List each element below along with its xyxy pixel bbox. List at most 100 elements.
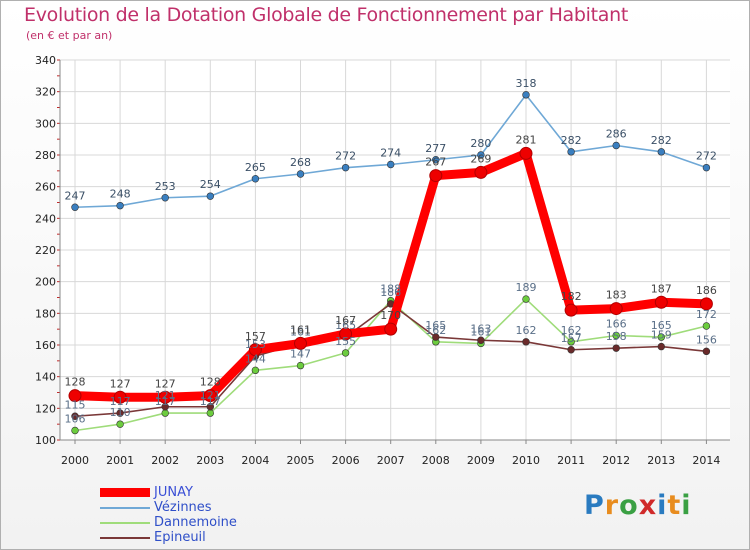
x-tick-label: 2009 xyxy=(467,454,495,467)
chart-subtitle: (en € et par an) xyxy=(26,29,113,42)
data-point-v-zinnes xyxy=(71,203,79,211)
y-tick-label: 220 xyxy=(35,244,56,257)
data-label-dannemoine: 161 xyxy=(470,325,491,338)
data-label-junay: 267 xyxy=(425,156,446,169)
logo-letter: i xyxy=(681,490,692,521)
data-point-junay xyxy=(384,322,398,336)
x-tick-label: 2003 xyxy=(196,454,224,467)
data-label-junay: 170 xyxy=(380,309,401,322)
chart-title: Evolution de la Dotation Globale de Fonc… xyxy=(24,4,629,26)
legend-item-epineuil: Epineuil xyxy=(100,530,237,545)
data-point-v-zinnes xyxy=(387,160,395,169)
data-point-junay xyxy=(68,389,82,403)
data-point-dannemoine xyxy=(206,409,215,417)
data-label-v-zinnes: 282 xyxy=(561,134,582,147)
data-label-v-zinnes: 248 xyxy=(110,188,131,201)
data-point-v-zinnes xyxy=(657,148,665,156)
data-point-dannemoine xyxy=(522,295,530,303)
legend-item-dannemoine: Dannemoine xyxy=(100,515,237,530)
data-label-epineuil: 121 xyxy=(200,389,221,402)
series-group xyxy=(68,91,713,435)
grid xyxy=(60,59,730,441)
data-label-junay: 127 xyxy=(155,377,176,390)
legend-label-v-zinnes: Vézinnes xyxy=(154,500,212,515)
data-label-v-zinnes: 274 xyxy=(380,147,401,160)
data-label-epineuil: 159 xyxy=(651,329,672,342)
logo-letter: x xyxy=(638,490,658,521)
legend-label-junay: JUNAY xyxy=(154,485,193,500)
data-point-junay xyxy=(294,336,307,350)
data-point-junay xyxy=(699,297,713,311)
y-tick-label: 320 xyxy=(35,86,56,99)
data-point-junay xyxy=(113,390,127,404)
data-label-v-zinnes: 282 xyxy=(651,134,672,147)
data-point-epineuil xyxy=(702,347,711,356)
y-tick-label: 160 xyxy=(35,339,56,352)
data-label-v-zinnes: 280 xyxy=(470,137,491,150)
legend-swatch-epineuil xyxy=(100,536,150,539)
logo-letter: o xyxy=(619,490,639,521)
logo-letter: P xyxy=(584,490,605,521)
data-point-v-zinnes xyxy=(296,170,305,178)
x-tick-label: 2011 xyxy=(557,454,585,467)
data-label-dannemoine: 162 xyxy=(425,324,446,337)
data-label-v-zinnes: 247 xyxy=(65,189,86,202)
data-point-epineuil xyxy=(71,412,79,420)
data-label-epineuil: 165 xyxy=(335,319,356,332)
data-label-epineuil: 161 xyxy=(290,325,311,338)
data-label-v-zinnes: 277 xyxy=(425,142,446,155)
data-point-epineuil xyxy=(432,333,440,341)
data-label-dannemoine: 147 xyxy=(290,348,311,361)
legend-swatch-dannemoine xyxy=(100,521,150,524)
data-point-junay xyxy=(339,327,353,341)
data-label-junay: 128 xyxy=(200,376,221,389)
logo-letter: t xyxy=(667,490,682,521)
legend: JUNAY Vézinnes Dannemoine Epineuil xyxy=(100,485,237,545)
data-label-epineuil: 153 xyxy=(245,338,266,351)
data-point-v-zinnes xyxy=(116,201,124,210)
x-tick-label: 2001 xyxy=(106,454,134,467)
legend-swatch-junay xyxy=(100,488,150,497)
data-label-epineuil: 115 xyxy=(65,398,86,411)
data-label-epineuil: 156 xyxy=(696,333,717,346)
data-point-v-zinnes xyxy=(522,91,530,99)
data-point-dannemoine xyxy=(116,420,124,428)
data-label-v-zinnes: 318 xyxy=(516,77,537,90)
data-point-v-zinnes xyxy=(161,194,169,202)
data-point-v-zinnes xyxy=(477,151,485,159)
y-tick-label: 140 xyxy=(35,371,56,384)
data-label-epineuil: 162 xyxy=(516,324,537,337)
data-point-junay xyxy=(474,165,488,179)
y-tick-label: 280 xyxy=(35,149,56,162)
data-point-epineuil xyxy=(567,346,575,354)
x-tick-label: 2012 xyxy=(602,454,630,467)
x-tick-label: 2000 xyxy=(61,454,89,467)
data-label-v-zinnes: 265 xyxy=(245,161,266,174)
y-tick-label: 200 xyxy=(35,276,56,289)
data-label-v-zinnes: 253 xyxy=(155,180,176,193)
legend-item-v-zinnes: Vézinnes xyxy=(100,500,237,515)
legend-item-junay: JUNAY xyxy=(100,485,237,500)
data-point-dannemoine xyxy=(71,426,79,435)
data-label-junay: 269 xyxy=(470,152,491,165)
data-label-junay: 281 xyxy=(516,133,537,146)
data-label-dannemoine: 144 xyxy=(245,352,266,365)
data-point-dannemoine xyxy=(296,361,305,370)
data-point-junay xyxy=(564,303,578,317)
data-labels: 247 248 253 254 265 268 272 274 277 280 318 282 286 2… xyxy=(65,77,717,426)
y-tick-label: 120 xyxy=(35,402,56,415)
data-label-dannemoine: 106 xyxy=(65,413,86,426)
data-point-epineuil xyxy=(657,342,665,351)
data-label-junay: 167 xyxy=(335,314,356,327)
x-tick-label: 2006 xyxy=(332,454,360,467)
data-point-dannemoine xyxy=(341,349,350,357)
data-label-dannemoine: 162 xyxy=(561,324,582,337)
data-point-junay xyxy=(429,169,443,183)
data-point-epineuil xyxy=(206,403,215,411)
data-point-junay xyxy=(519,146,533,160)
data-point-junay xyxy=(654,295,668,309)
x-tick-label: 2002 xyxy=(151,454,179,467)
data-point-v-zinnes xyxy=(612,141,620,150)
x-tick-label: 2008 xyxy=(422,454,450,467)
data-point-v-zinnes xyxy=(702,163,711,172)
